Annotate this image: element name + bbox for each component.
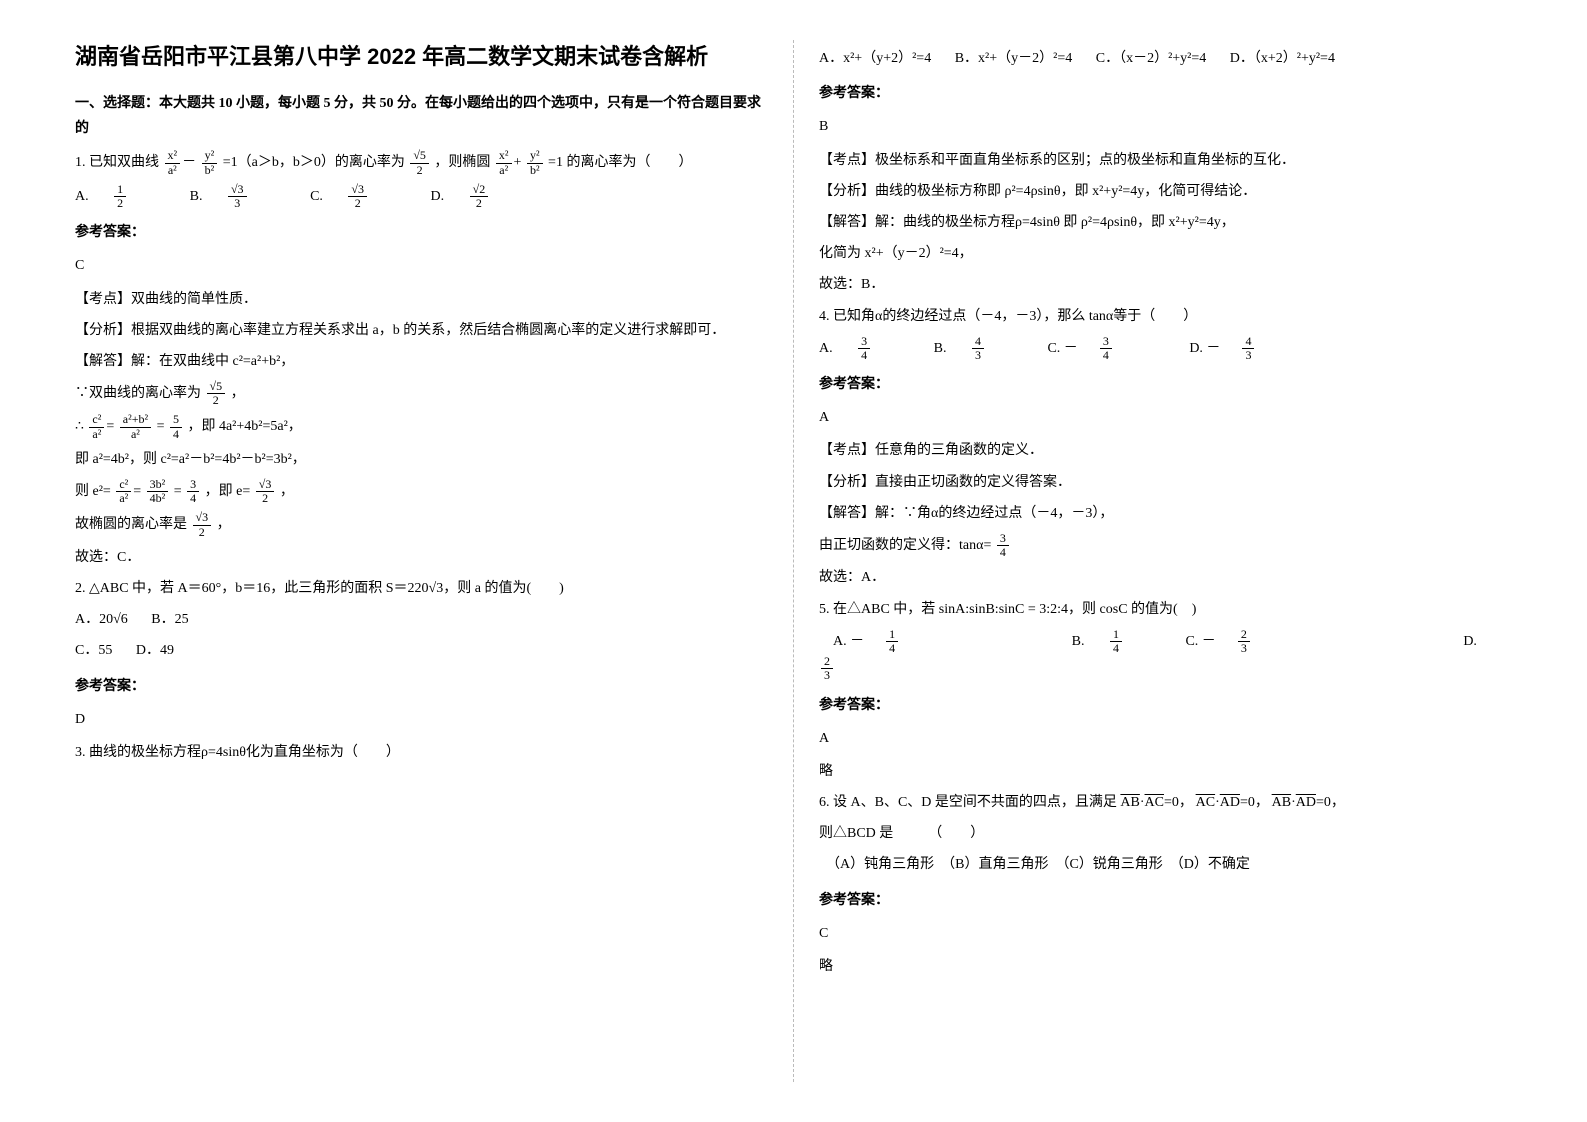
q3-exp2: 【分析】曲线的极坐标方称即 ρ²=4ρsinθ，即 x²+y²=4y，化简可得结… — [819, 179, 1512, 204]
q3-exp5: 故选：B． — [819, 272, 1512, 297]
q3-answer: B — [819, 114, 1512, 139]
q1-stem-prefix: 1. 已知双曲线 — [75, 155, 159, 170]
q6-stem: 6. 设 A、B、C、D 是空间不共面的四点，且满足 AB·AC=0， AC·A… — [819, 790, 1512, 815]
q1-exp1: 【考点】双曲线的简单性质． — [75, 287, 768, 312]
q4-optC: C. －34 — [1047, 341, 1151, 356]
q5-answer-label: 参考答案： — [819, 693, 1512, 718]
q3-stem: 3. 曲线的极坐标方程ρ=4sinθ化为直角坐标为（ ） — [75, 740, 768, 765]
q6-exp1: 略 — [819, 954, 1512, 979]
q3-exp3: 【解答】解：曲线的极坐标方程ρ=4sinθ 即 ρ²=4ρsinθ，即 x²+y… — [819, 210, 1512, 235]
q4-optA: A. 34 — [819, 341, 910, 356]
q5-stem: 5. 在△ABC 中，若 sinA:sinB:sinC = 3:2:4，则 co… — [819, 597, 1512, 622]
q3-options: A．x²+（y+2）²=4 B．x²+（y－2）²=4 C．（x－2）²+y²=… — [819, 46, 1512, 71]
q3-answer-label: 参考答案： — [819, 81, 1512, 106]
q6-answer: C — [819, 921, 1512, 946]
q1-stem-suffix: ，则椭圆 — [434, 155, 490, 170]
q6-answer-label: 参考答案： — [819, 888, 1512, 913]
page-title: 湖南省岳阳市平江县第八中学 2022 年高二数学文期末试卷含解析 — [75, 40, 768, 73]
q6-options: （A）钝角三角形 （B）直角三角形 （C）锐角三角形 （D）不确定 — [819, 852, 1512, 877]
q1-exp6: 即 a²=4b²，则 c²=a²－b²=4b²－b²=3b²， — [75, 447, 768, 472]
q1-exp2: 【分析】根据双曲线的离心率建立方程关系求出 a，b 的关系，然后结合椭圆离心率的… — [75, 318, 768, 343]
q4-answer-label: 参考答案： — [819, 372, 1512, 397]
q4-exp1: 【考点】任意角的三角函数的定义． — [819, 438, 1512, 463]
q1-exp3: 【解答】解：在双曲线中 c²=a²+b²， — [75, 349, 768, 374]
q3-optB: B．x²+（y－2）²=4 — [955, 51, 1073, 66]
q2-answer-label: 参考答案： — [75, 674, 768, 699]
q3-optD: D．（x+2）²+y²=4 — [1230, 51, 1335, 66]
frac-sqrt5-2: √52 — [410, 149, 429, 176]
q4-options: A. 34 B. 43 C. －34 D. －43 — [819, 335, 1512, 362]
q5-optA: A. －14 — [819, 634, 938, 649]
q4-stem: 4. 已知角α的终边经过点（－4，－3），那么 tanα等于（ ） — [819, 304, 1512, 329]
q2-optA: A．20√6 — [75, 612, 128, 627]
q5-optB: B. 14 — [1072, 634, 1162, 649]
q5-options: A. －14 B. 14 C. －23 D. 23 — [819, 628, 1512, 683]
q3-optA: A．x²+（y+2）²=4 — [819, 51, 931, 66]
q1-options: A. 12 B. √33 C. √32 D. √22 — [75, 183, 768, 210]
q4-exp3: 【解答】解：∵角α的终边经过点（－4，－3）， — [819, 501, 1512, 526]
frac-x2-a2b: x²a² — [496, 149, 512, 176]
q2-stem: 2. △ABC 中，若 A＝60°，b＝16，此三角形的面积 S＝220√3，则… — [75, 576, 768, 601]
q5-optC: C. －23 — [1185, 634, 1289, 649]
q1-optB: B. √33 — [190, 189, 287, 204]
q3-exp1: 【考点】极坐标系和平面直角坐标系的区别；点的极坐标和直角坐标的互化． — [819, 148, 1512, 173]
q2-optC: C．55 — [75, 643, 112, 658]
q1-stem: 1. 已知双曲线 x²a²－ y²b² =1（a＞b，b＞0）的离心率为 √52… — [75, 149, 768, 176]
q1-exp4: ∵双曲线的离心率为 √52 ， — [75, 380, 768, 407]
q2-answer: D — [75, 707, 768, 732]
q3-exp4: 化简为 x²+（y－2）²=4， — [819, 241, 1512, 266]
q1-optC: C. √32 — [310, 189, 407, 204]
q1-exp8: 故椭圆的离心率是 √32 ， — [75, 511, 768, 538]
q1-stem-mid: =1（a＞b，b＞0）的离心率为 — [223, 155, 405, 170]
q1-exp7: 则 e²= c²a²= 3b²4b² = 34 ，即 e= √32 ， — [75, 478, 768, 505]
left-column: 湖南省岳阳市平江县第八中学 2022 年高二数学文期末试卷含解析 一、选择题：本… — [50, 40, 794, 1082]
q6-stem2: 则△BCD 是 （ ） — [819, 821, 1512, 846]
q3-optC: C．（x－2）²+y²=4 — [1096, 51, 1207, 66]
right-column: A．x²+（y+2）²=4 B．x²+（y－2）²=4 C．（x－2）²+y²=… — [794, 40, 1537, 1082]
q5-exp1: 略 — [819, 759, 1512, 784]
q2-options: A．20√6 B．25 — [75, 607, 768, 632]
q4-optB: B. 43 — [934, 341, 1024, 356]
q1-optD: D. √22 — [431, 189, 529, 204]
q1-answer: C — [75, 253, 768, 278]
q2-optD: D．49 — [136, 643, 174, 658]
q1-optA: A. 12 — [75, 189, 166, 204]
q1-exp5: ∴ c²a²= a²+b²a² = 54 ，即 4a²+4b²=5a²， — [75, 413, 768, 440]
q1-stem-end: =1 的离心率为（ ） — [548, 155, 692, 170]
q4-exp2: 【分析】直接由正切函数的定义得答案． — [819, 470, 1512, 495]
section-1-header: 一、选择题：本大题共 10 小题，每小题 5 分，共 50 分。在每小题给出的四… — [75, 91, 768, 141]
q2-options-2: C．55 D．49 — [75, 638, 768, 663]
q4-optD: D. －43 — [1175, 341, 1294, 356]
q1-answer-label: 参考答案： — [75, 220, 768, 245]
q4-exp5: 故选：A． — [819, 565, 1512, 590]
frac-y2-b2b: y²b² — [527, 149, 543, 176]
q5-answer: A — [819, 726, 1512, 751]
q4-answer: A — [819, 405, 1512, 430]
q4-exp4: 由正切函数的定义得：tanα= 34 — [819, 532, 1512, 559]
q2-optB: B．25 — [151, 612, 188, 627]
q1-exp9: 故选：C． — [75, 545, 768, 570]
frac-x2-a2: x²a² — [165, 149, 181, 176]
frac-y2-b2: y²b² — [202, 149, 218, 176]
